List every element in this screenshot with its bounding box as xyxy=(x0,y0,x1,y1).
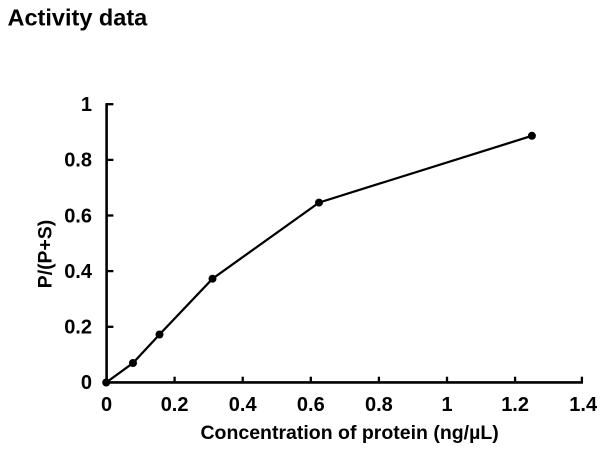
svg-text:1.2: 1.2 xyxy=(501,394,529,416)
svg-text:Activity data: Activity data xyxy=(8,5,149,31)
svg-text:P/(P+S): P/(P+S) xyxy=(35,220,57,288)
svg-text:0.6: 0.6 xyxy=(64,205,92,227)
svg-text:Concentration of protein (ng/µ: Concentration of protein (ng/µL) xyxy=(200,422,498,444)
svg-text:0.6: 0.6 xyxy=(297,394,325,416)
svg-text:0.8: 0.8 xyxy=(365,394,393,416)
svg-text:0: 0 xyxy=(101,394,112,416)
svg-text:0.4: 0.4 xyxy=(229,394,258,416)
svg-text:0.2: 0.2 xyxy=(64,317,92,339)
svg-text:1.4: 1.4 xyxy=(569,394,598,416)
svg-text:1: 1 xyxy=(81,94,92,116)
svg-text:1: 1 xyxy=(441,394,452,416)
svg-text:0: 0 xyxy=(81,372,92,394)
svg-text:0.2: 0.2 xyxy=(161,394,189,416)
svg-text:0.4: 0.4 xyxy=(64,261,93,283)
svg-text:0.8: 0.8 xyxy=(64,150,92,172)
